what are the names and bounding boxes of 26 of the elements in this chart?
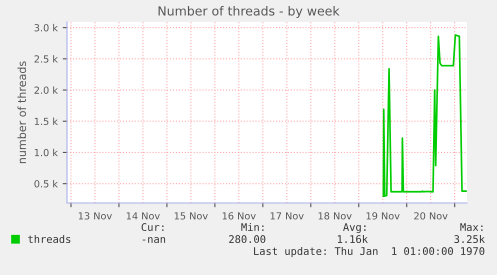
text: -nan — [142, 237, 166, 244]
text: Cur: — [142, 223, 164, 232]
x-tick-label: 13 Nov — [78, 212, 112, 220]
text: 280.00 — [229, 235, 266, 244]
text: 3.25k — [454, 234, 485, 244]
text: Avg: — [343, 223, 366, 234]
y-tick-label: 3.0 k — [34, 24, 58, 32]
y-tick-label: 2.5 k — [34, 55, 58, 63]
x-tick-label: 17 Nov — [270, 212, 304, 220]
text: Max: — [460, 223, 482, 232]
chart-title: Number of threads - by week — [158, 6, 340, 18]
x-tick-label: 15 Nov — [174, 212, 208, 220]
text: Last update: Thu Jan 1 01:00:00 1970 — [254, 246, 484, 258]
y-axis-title: number of threads — [17, 61, 26, 164]
x-tick-label: 20 Nov — [414, 212, 448, 220]
text: Min: — [241, 222, 264, 231]
x-tick-label: 14 Nov — [126, 212, 160, 220]
y-tick-label: 0.5 k — [34, 180, 58, 188]
x-tick-label: 16 Nov — [222, 212, 256, 220]
y-tick-label: 1.5 k — [34, 118, 58, 126]
x-tick-label: 18 Nov — [318, 212, 352, 220]
legend-label: threads — [28, 234, 70, 244]
y-tick-label: 1.0 k — [34, 148, 58, 156]
x-tick-label: 19 Nov — [366, 212, 400, 220]
text: 1.16k — [338, 234, 368, 244]
y-tick-label: 2.0 k — [34, 86, 58, 94]
